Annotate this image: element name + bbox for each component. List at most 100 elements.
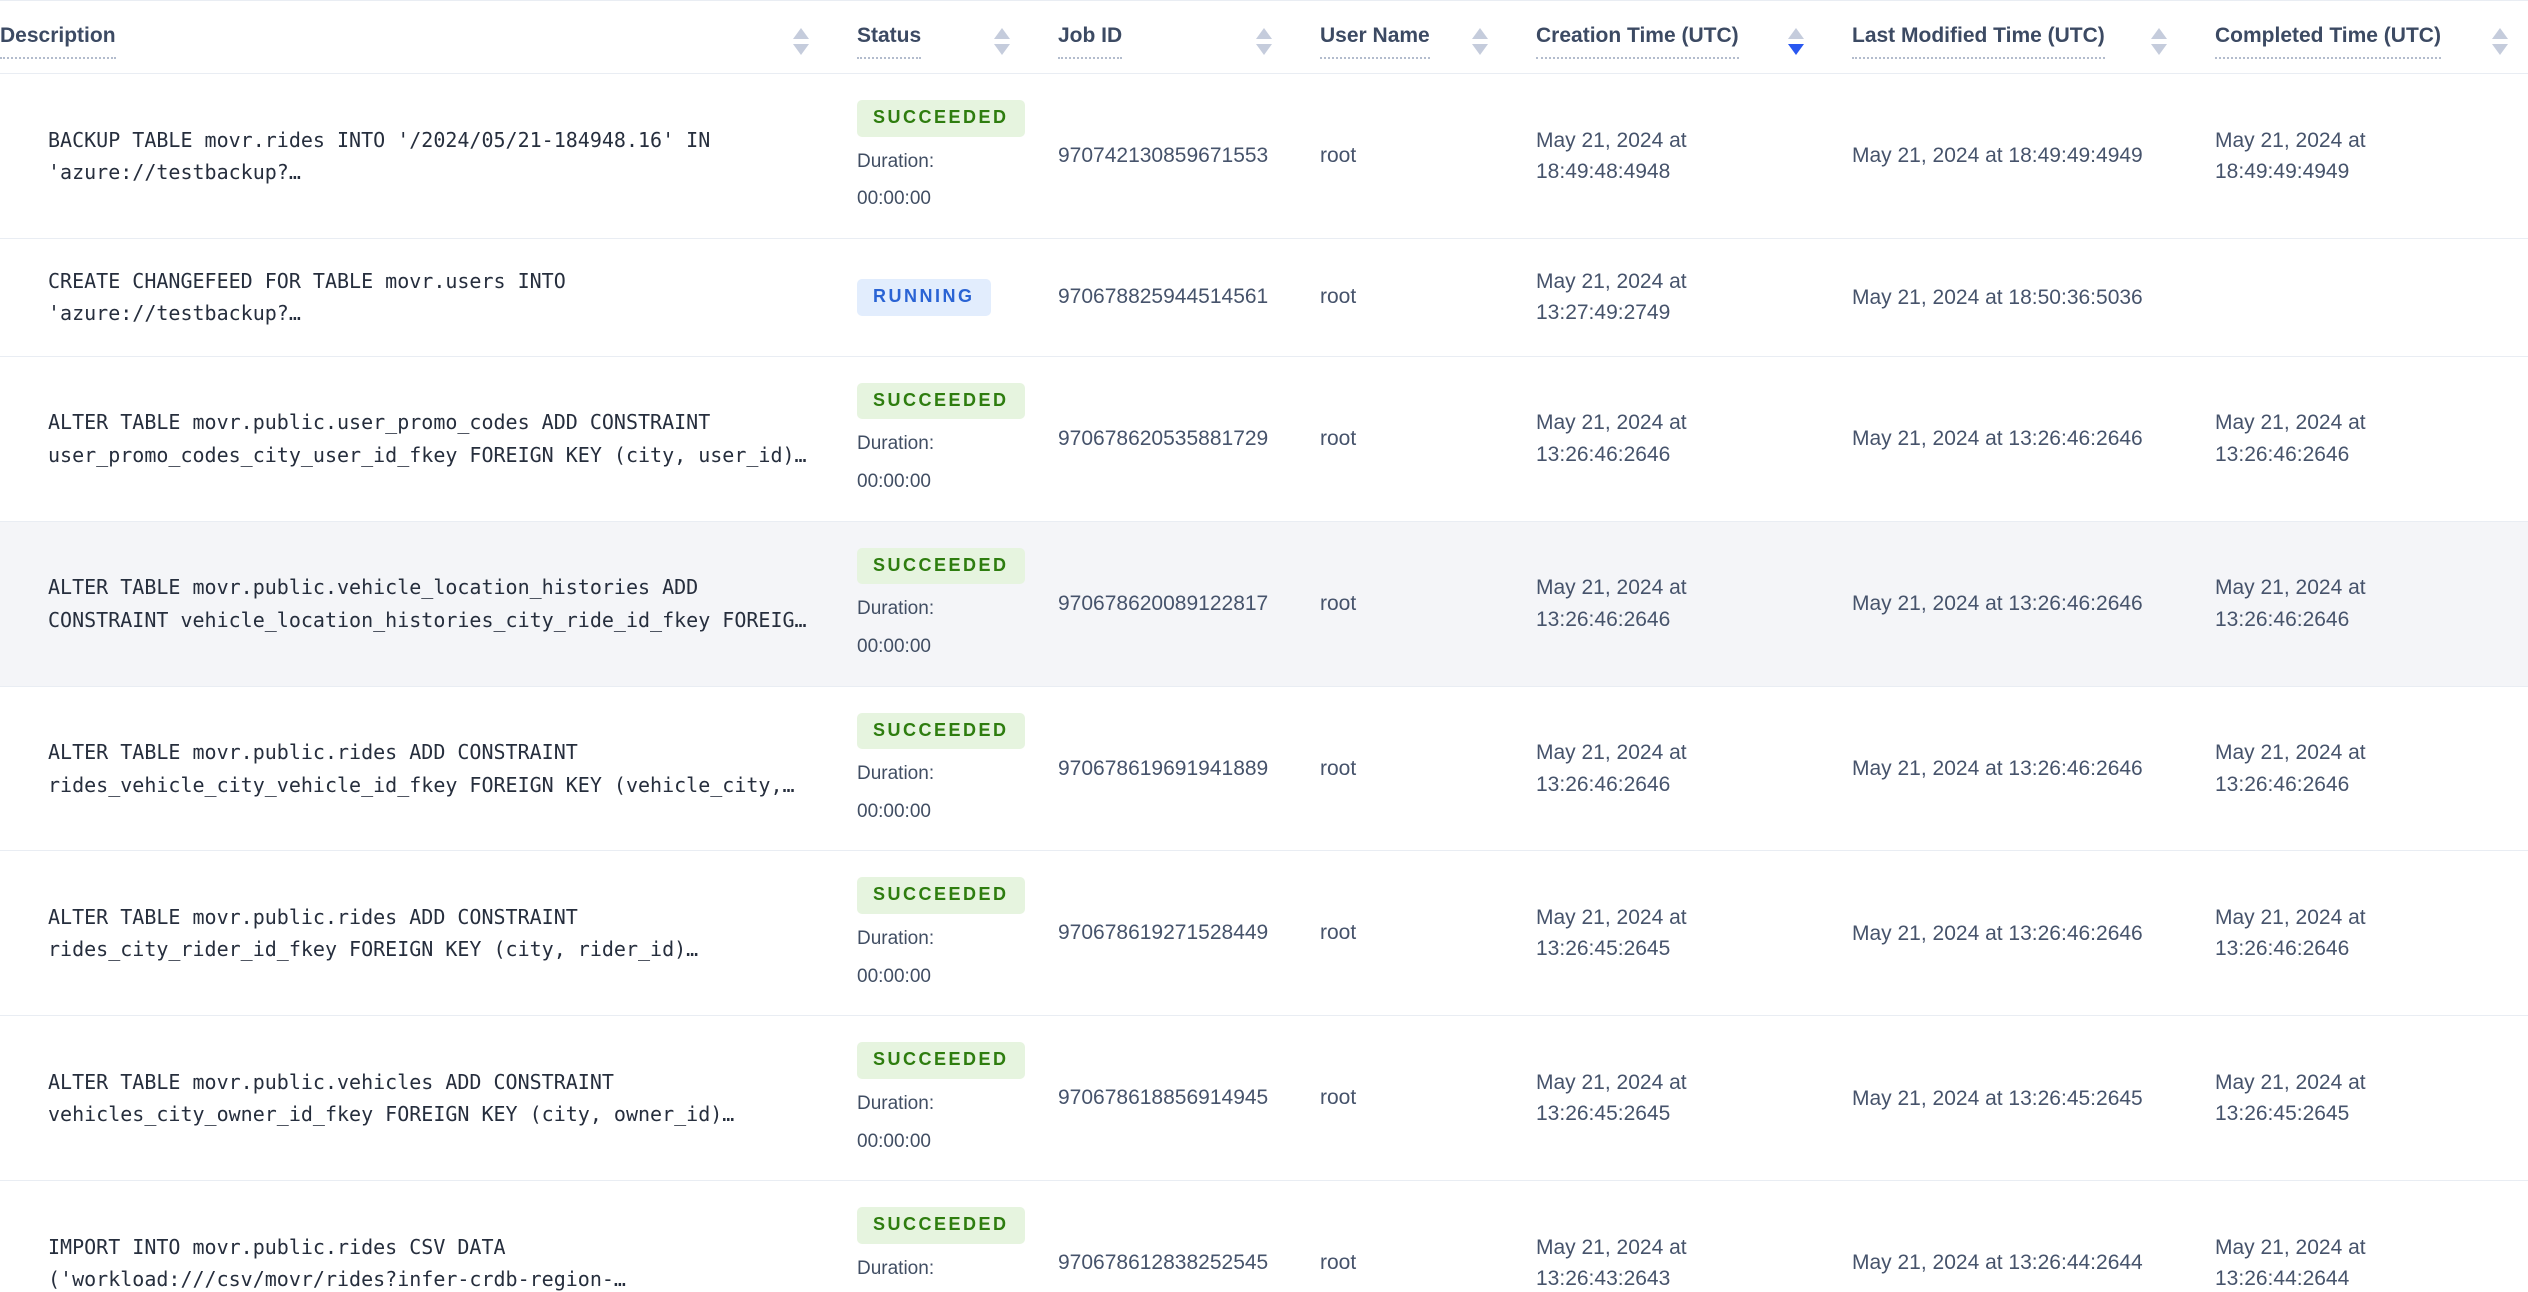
job-row[interactable]: IMPORT INTO movr.public.rides CSV DATA (…	[0, 1180, 2528, 1292]
job-row[interactable]: BACKUP TABLE movr.rides INTO '/2024/05/2…	[0, 73, 2528, 239]
job-description: IMPORT INTO movr.public.rides CSV DATA (…	[48, 1234, 626, 1292]
column-header[interactable]: Completed Time (UTC)	[2215, 0, 2528, 75]
user-name: root	[1320, 921, 1357, 945]
sort-icons	[793, 27, 809, 55]
duration-value: 00:00:00	[857, 635, 931, 657]
user-name: root	[1320, 1251, 1357, 1275]
duration-value: 00:00:00	[857, 965, 931, 987]
duration-label: Duration:	[857, 150, 935, 172]
sort-asc-icon	[994, 27, 1010, 39]
sort-icons	[2151, 27, 2167, 55]
job-row[interactable]: ALTER TABLE movr.public.vehicles ADD CON…	[0, 1015, 2528, 1181]
sort-icons	[1472, 27, 1488, 55]
duration-value: 00:00:00	[857, 188, 931, 210]
sort-asc-icon	[2151, 27, 2167, 39]
column-header-label: Completed Time (UTC)	[2215, 23, 2441, 60]
last-modified-time: May 21, 2024 at 13:26:45:2645	[1852, 1086, 2143, 1110]
creation-time: May 21, 2024 at 13:26:46:2646	[1536, 576, 1687, 631]
sort-desc-icon	[2151, 43, 2167, 55]
duration-label: Duration:	[857, 763, 935, 785]
user-name: root	[1320, 756, 1357, 780]
sort-desc-icon	[1256, 43, 1272, 55]
job-description: ALTER TABLE movr.public.vehicle_location…	[48, 575, 807, 632]
user-name: root	[1320, 1086, 1357, 1110]
last-modified-time: May 21, 2024 at 13:26:46:2646	[1852, 921, 2143, 945]
column-header-label: Status	[857, 23, 922, 60]
last-modified-time: May 21, 2024 at 18:50:36:5036	[1852, 285, 2143, 309]
column-header[interactable]: Last Modified Time (UTC)	[1852, 0, 2215, 75]
completed-time: May 21, 2024 at 13:26:45:2645	[2215, 1070, 2366, 1126]
column-header[interactable]: Description	[0, 0, 857, 75]
column-header[interactable]: Creation Time (UTC)	[1536, 0, 1852, 75]
job-description: BACKUP TABLE movr.rides INTO '/2024/05/2…	[48, 127, 711, 185]
job-description: ALTER TABLE movr.public.user_promo_codes…	[48, 410, 807, 467]
duration-label: Duration:	[857, 598, 935, 620]
job-row[interactable]: ALTER TABLE movr.public.vehicle_location…	[0, 521, 2528, 687]
status-badge: SUCCEEDED	[857, 382, 1025, 420]
status-badge: RUNNING	[857, 279, 991, 316]
creation-time: May 21, 2024 at 13:27:49:2749	[1536, 269, 1687, 325]
completed-time	[2215, 239, 2528, 357]
job-description: ALTER TABLE movr.public.rides ADD CONSTR…	[48, 905, 699, 962]
header-row: Description Status	[0, 0, 2528, 75]
job-id: 970742130859671553	[1058, 144, 1269, 168]
job-id: 970678825944514561	[1058, 285, 1269, 309]
job-status-cell: SUCCEEDED Duration: 00:00:00	[857, 851, 1058, 1016]
creation-time: May 21, 2024 at 13:26:46:2646	[1536, 741, 1687, 796]
sort-icons	[1788, 27, 1804, 55]
status-badge: SUCCEEDED	[857, 877, 1025, 915]
job-row[interactable]: ALTER TABLE movr.public.rides ADD CONSTR…	[0, 686, 2528, 851]
completed-time: May 21, 2024 at 13:26:46:2646	[2215, 411, 2366, 466]
job-row[interactable]: ALTER TABLE movr.public.user_promo_codes…	[0, 356, 2528, 522]
job-id: 970678612838252545	[1058, 1251, 1269, 1275]
column-header[interactable]: Status	[857, 0, 1058, 75]
sort-desc-icon	[1472, 43, 1488, 55]
completed-time: May 21, 2024 at 13:26:46:2646	[2215, 741, 2366, 796]
column-header[interactable]: Job ID	[1058, 0, 1320, 75]
job-id: 970678619271528449	[1058, 921, 1269, 945]
job-row[interactable]: ALTER TABLE movr.public.rides ADD CONSTR…	[0, 850, 2528, 1016]
creation-time: May 21, 2024 at 18:49:48:4948	[1536, 128, 1687, 184]
column-header[interactable]: User Name	[1320, 0, 1536, 75]
user-name: root	[1320, 144, 1357, 168]
creation-time: May 21, 2024 at 13:26:45:2645	[1536, 1070, 1687, 1126]
creation-time: May 21, 2024 at 13:26:46:2646	[1536, 411, 1687, 466]
job-id: 970678620089122817	[1058, 591, 1269, 615]
sort-desc-icon	[994, 43, 1010, 55]
sort-asc-icon	[793, 27, 809, 39]
sort-asc-icon	[1788, 27, 1804, 39]
job-status-cell: SUCCEEDED Duration: 00:00:00	[857, 356, 1058, 521]
job-status-cell: SUCCEEDED Duration: 00:00:00	[857, 521, 1058, 686]
user-name: root	[1320, 285, 1357, 309]
sort-desc-icon	[1788, 43, 1804, 55]
sort-desc-icon	[2492, 43, 2508, 55]
sort-desc-icon	[793, 43, 809, 55]
duration-value: 00:00:00	[857, 800, 931, 822]
completed-time: May 21, 2024 at 13:26:44:2644	[2215, 1235, 2366, 1291]
job-status-cell: RUNNING	[857, 239, 1058, 357]
status-badge: SUCCEEDED	[857, 547, 1025, 585]
duration-label: Duration:	[857, 1257, 935, 1279]
job-description: ALTER TABLE movr.public.vehicles ADD CON…	[48, 1069, 735, 1127]
status-badge: SUCCEEDED	[857, 1042, 1025, 1079]
sort-asc-icon	[1472, 27, 1488, 39]
last-modified-time: May 21, 2024 at 13:26:46:2646	[1852, 427, 2143, 451]
job-status-cell: SUCCEEDED Duration: 00:00:00	[857, 1016, 1058, 1181]
user-name: root	[1320, 591, 1357, 615]
duration-value: 00:00:00	[857, 1130, 931, 1152]
job-description: CREATE CHANGEFEED FOR TABLE movr.users I…	[48, 269, 566, 326]
column-header-label: Creation Time (UTC)	[1536, 23, 1739, 60]
creation-time: May 21, 2024 at 13:26:43:2643	[1536, 1235, 1687, 1291]
job-id: 970678618856914945	[1058, 1086, 1269, 1110]
job-row[interactable]: CREATE CHANGEFEED FOR TABLE movr.users I…	[0, 238, 2528, 357]
user-name: root	[1320, 426, 1357, 450]
jobs-table-body: BACKUP TABLE movr.rides INTO '/2024/05/2…	[0, 73, 2528, 1292]
column-header-label: Description	[0, 23, 116, 60]
duration-label: Duration:	[857, 1092, 935, 1114]
creation-time: May 21, 2024 at 13:26:45:2645	[1536, 905, 1687, 961]
status-badge: SUCCEEDED	[857, 100, 1025, 137]
duration-label: Duration:	[857, 928, 935, 950]
sort-asc-icon	[1256, 27, 1272, 39]
sort-asc-icon	[2492, 27, 2508, 39]
completed-time: May 21, 2024 at 13:26:46:2646	[2215, 905, 2366, 961]
